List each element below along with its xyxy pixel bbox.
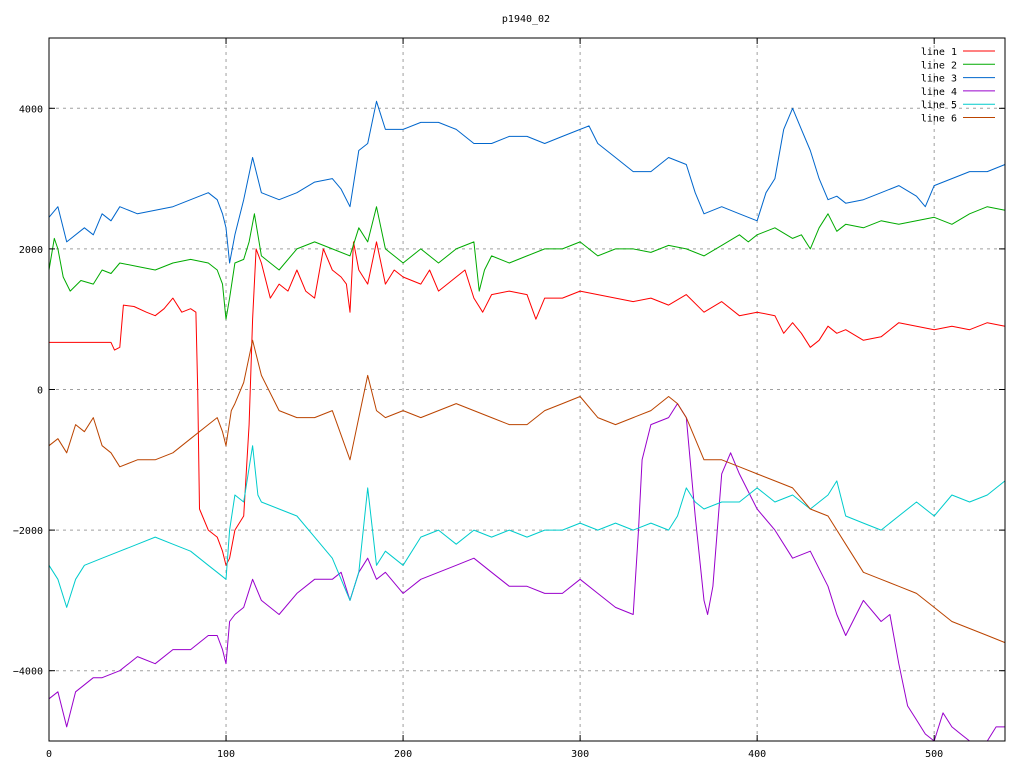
series-line-5 [48, 445, 1006, 608]
legend-label: line 3 [921, 74, 957, 85]
ticks: 0 100 200 300 400 500 −4000 −2000 0 2000 4000 [13, 38, 1005, 760]
x-tick-label: 0 [46, 749, 52, 760]
chart-title: p1940_02 [502, 14, 550, 25]
y-tick-label: −2000 [13, 526, 43, 537]
x-tick-label: 200 [394, 749, 412, 760]
series-line-1 [49, 241, 1006, 566]
legend: line 1 line 2 line 3 line 4 line 5 line 6 [921, 47, 995, 125]
x-tick-label: 500 [925, 749, 943, 760]
x-tick-label: 300 [571, 749, 589, 760]
legend-label: line 1 [921, 47, 957, 58]
legend-label: line 5 [921, 100, 957, 111]
series-line-6 [48, 339, 1006, 644]
legend-label: line 2 [921, 60, 957, 71]
x-tick-label: 100 [217, 749, 235, 760]
legend-label: line 4 [921, 87, 957, 98]
y-tick-label: 0 [37, 386, 43, 397]
series-line-4 [48, 403, 1005, 742]
x-tick-label: 400 [748, 749, 766, 760]
y-tick-label: 2000 [19, 245, 43, 256]
series-group [48, 100, 1006, 742]
legend-label: line 6 [921, 114, 957, 125]
y-tick-label: −4000 [13, 667, 43, 678]
y-tick-label: 4000 [19, 104, 43, 115]
series-line-2 [48, 206, 1006, 320]
series-line-3 [48, 100, 1006, 264]
grid [49, 38, 1005, 741]
